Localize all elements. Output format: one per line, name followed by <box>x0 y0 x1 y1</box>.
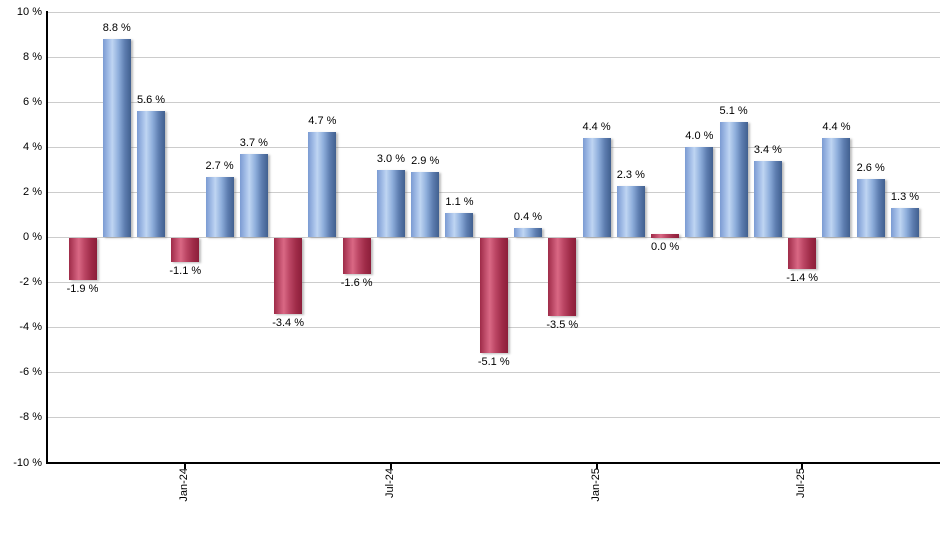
bar-value-label: 3.0 % <box>376 152 405 165</box>
positive-bar <box>822 138 851 238</box>
x-axis-line <box>46 462 940 464</box>
bar-value-label: 4.4 % <box>822 121 851 134</box>
x-axis-tick-mark <box>389 464 392 469</box>
positive-bar <box>616 185 645 238</box>
negative-bar <box>479 237 508 353</box>
y-axis-tick-label: -6 % <box>19 366 42 379</box>
bar-value-label: 5.1 % <box>719 105 748 118</box>
negative-bar <box>171 237 200 263</box>
positive-bar <box>137 111 166 238</box>
positive-bar <box>514 228 542 238</box>
y-axis-tick-label: 4 % <box>23 140 42 153</box>
y-gridline <box>47 146 940 148</box>
negative-bar <box>342 237 371 274</box>
bar-value-label: -3.4 % <box>272 317 304 330</box>
bar-value-label: 1.3 % <box>890 191 920 204</box>
y-gridline <box>47 372 940 374</box>
bar-value-label: -3.5 % <box>546 319 579 332</box>
positive-bar <box>890 208 919 238</box>
y-gridline <box>47 11 940 13</box>
negative-bar <box>788 237 817 270</box>
y-axis-tick-label: 2 % <box>23 185 42 198</box>
y-axis-tick-label: 0 % <box>23 231 42 243</box>
y-axis-tick-label: -4 % <box>19 321 42 334</box>
y-axis-line <box>46 11 48 464</box>
y-axis-tick-label: 10 % <box>16 5 42 18</box>
bar-value-label: 4.4 % <box>582 121 611 134</box>
bar-value-label: -5.1 % <box>477 355 510 368</box>
x-axis-tick-label: Jan-25 <box>589 468 602 502</box>
x-axis-tick-label: Jan-24 <box>178 468 191 502</box>
bar-value-label: 2.6 % <box>856 161 885 174</box>
bar-value-label: 5.6 % <box>136 94 166 107</box>
x-axis-tick-mark <box>595 464 598 469</box>
bar-value-label: 4.0 % <box>685 130 714 143</box>
x-axis-tick-label: Jul-24 <box>383 468 396 498</box>
x-axis-tick-mark <box>184 464 187 469</box>
y-gridline <box>47 191 940 193</box>
bar-value-label: 2.7 % <box>205 159 234 172</box>
positive-bar <box>308 131 337 238</box>
bar-value-label: 2.3 % <box>616 168 645 181</box>
positive-bar <box>411 172 440 238</box>
positive-bar <box>376 169 405 238</box>
x-axis-tick-label: Jul-25 <box>795 468 808 498</box>
positive-bar <box>856 178 885 238</box>
bar-value-label: -1.4 % <box>786 272 819 285</box>
bar-value-label: -1.9 % <box>66 283 99 296</box>
bar-value-label: 0.4 % <box>513 211 543 224</box>
y-gridline <box>47 101 940 103</box>
positive-bar <box>719 122 748 238</box>
negative-bar <box>274 237 303 315</box>
y-gridline <box>47 417 940 419</box>
bar-value-label: 8.8 % <box>102 22 131 35</box>
positive-bar <box>445 212 474 238</box>
positive-bar <box>582 138 611 238</box>
positive-bar <box>753 160 782 238</box>
bar-value-label: -1.6 % <box>340 276 373 289</box>
x-axis-tick-mark <box>801 464 804 469</box>
negative-bar <box>548 237 577 317</box>
bar-value-label: 4.7 % <box>308 114 337 127</box>
y-axis-tick-label: -8 % <box>19 411 42 424</box>
negative-bar <box>651 234 680 238</box>
y-axis-tick-label: 6 % <box>23 95 42 108</box>
negative-bar <box>68 237 97 281</box>
bar-value-label: 1.1 % <box>445 195 474 208</box>
y-axis-tick-label: -2 % <box>19 276 42 289</box>
positive-bar <box>239 154 268 238</box>
positive-bar <box>205 176 234 238</box>
bar-value-label: 2.9 % <box>411 155 440 168</box>
bar-value-label: 3.7 % <box>239 137 268 150</box>
positive-bar <box>102 39 131 238</box>
y-axis-tick-label: 8 % <box>23 50 42 63</box>
bar-value-label: 3.4 % <box>753 143 782 156</box>
bar-value-label: 0.0 % <box>651 240 680 253</box>
bar-value-label: -1.1 % <box>169 265 202 278</box>
y-gridline <box>47 56 940 58</box>
positive-bar <box>685 147 714 238</box>
y-axis-tick-label: -10 % <box>13 456 42 469</box>
